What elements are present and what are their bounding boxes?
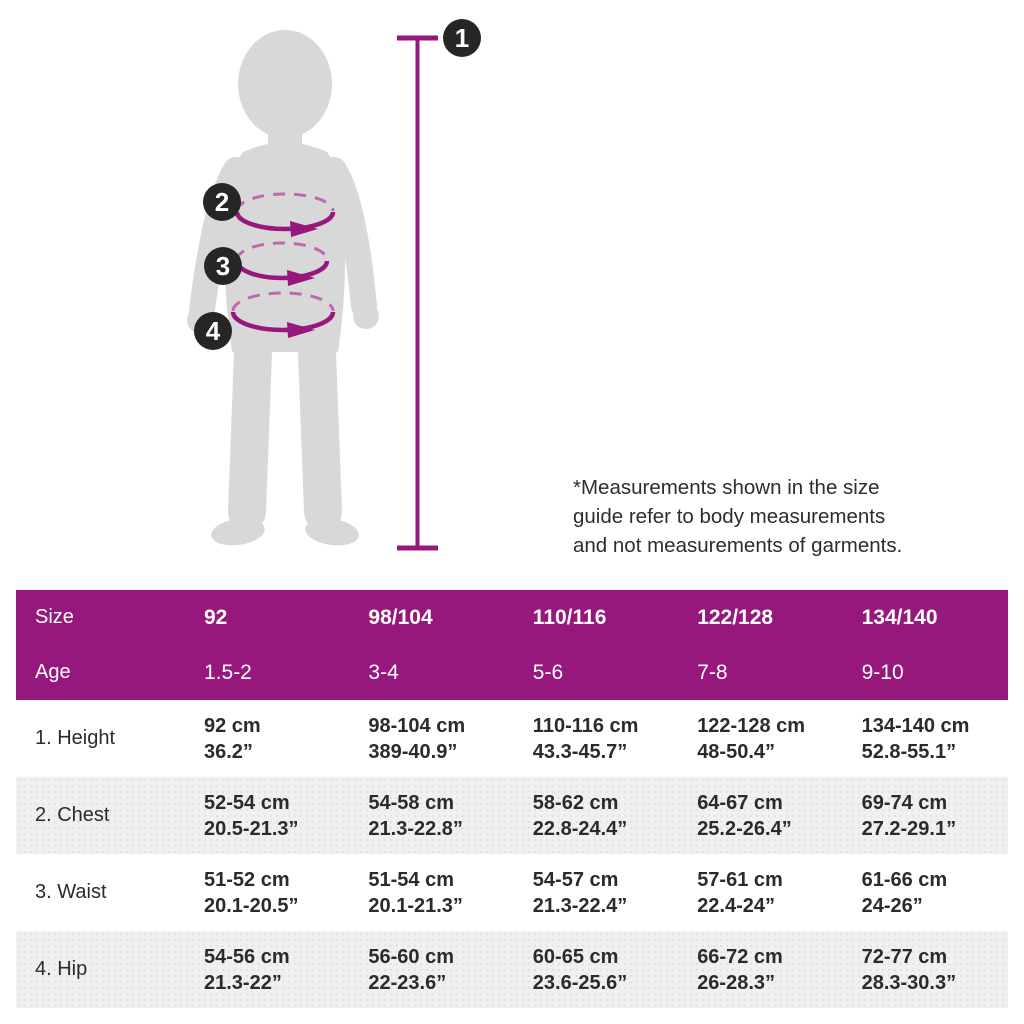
cell-cm: 54-58 cm (368, 791, 455, 814)
cell-cm: 134-140 cm (861, 714, 970, 737)
cell-cm: 60-65 cm (532, 945, 619, 968)
row-label: 4. Hip (35, 958, 88, 980)
badge-chest-number: 2 (215, 187, 229, 217)
table-row-waist: 3. Waist 51-52 cm 20.1-20.5” 51-54 cm 20.1… (16, 854, 1008, 931)
waist-arrow-icon (287, 270, 315, 286)
cell-cm: 57-61 cm (697, 868, 783, 891)
cell-in: 20.5-21.3” (204, 817, 299, 840)
cell-in: 25.2-26.4” (697, 817, 792, 840)
header-age-label: Age (35, 661, 71, 683)
cell-cm: 52-54 cm (204, 791, 290, 814)
chest-arrow-icon (290, 221, 318, 237)
table-body: 1. Height 92 cm 36.2” 98-104 cm 389-40.9” … (16, 700, 1008, 1008)
cell-cm: 92 cm (204, 714, 261, 737)
cell-in: 21.3-22.4” (532, 894, 628, 917)
table-row-chest: 2. Chest 52-54 cm 20.5-21.3” 54-58 cm 21.3… (16, 777, 1008, 854)
header-age-row: Age 1.5-2 3-4 5-6 7-8 9-10 (16, 645, 1008, 700)
disclaimer-line: and not measurements of garments. (573, 534, 903, 557)
header-size-row: Size 92 98/104 110/116 122/128 134/140 (16, 590, 1008, 645)
badge-hip-number: 4 (206, 316, 221, 346)
cell-in: 20.1-21.3” (368, 894, 463, 917)
header-size-value: 134/140 (861, 605, 938, 629)
badge-height: 1 (443, 19, 481, 57)
cell-in: 24-26” (861, 894, 923, 917)
badge-hip: 4 (194, 312, 232, 350)
cell-in: 43.3-45.7” (532, 740, 628, 763)
hip-measure-ellipse (230, 291, 336, 338)
cell-in: 22.8-24.4” (532, 817, 628, 840)
cell-cm: 56-60 cm (368, 945, 455, 968)
cell-cm: 66-72 cm (697, 945, 783, 968)
cell-in: 27.2-29.1” (861, 817, 957, 840)
header-age-value: 7-8 (697, 660, 728, 684)
disclaimer-note: *Measurements shown in the size guide re… (573, 473, 973, 560)
disclaimer-line: *Measurements shown in the size (573, 476, 880, 499)
table-header: Size 92 98/104 110/116 122/128 134/140 A… (16, 590, 1008, 700)
height-measure-line (397, 35, 438, 551)
cell-cm: 69-74 cm (861, 791, 948, 814)
header-age-value: 3-4 (368, 660, 399, 684)
badge-waist-number: 3 (216, 251, 230, 281)
cell-cm: 110-116 cm (532, 714, 639, 737)
cell-cm: 64-67 cm (697, 791, 783, 814)
cell-cm: 58-62 cm (532, 791, 619, 814)
cell-cm: 54-57 cm (532, 868, 619, 891)
cell-cm: 122-128 cm (697, 714, 806, 737)
cell-in: 22.4-24” (697, 894, 776, 917)
header-age-value: 1.5-2 (204, 660, 252, 684)
cell-in: 36.2” (204, 740, 253, 763)
cell-in: 48-50.4” (697, 740, 776, 763)
badge-height-number: 1 (455, 23, 469, 53)
cell-in: 28.3-30.3” (861, 971, 957, 994)
header-size-value: 122/128 (697, 605, 774, 629)
badge-waist: 3 (204, 247, 242, 285)
cell-cm: 51-54 cm (368, 868, 455, 891)
child-silhouette (187, 30, 379, 546)
cell-cm: 51-52 cm (204, 868, 290, 891)
cell-in: 21.3-22” (204, 971, 282, 994)
cell-in: 23.6-25.6” (532, 971, 628, 994)
row-label: 3. Waist (35, 881, 107, 903)
cell-cm: 72-77 cm (861, 945, 948, 968)
header-size-label: Size (35, 606, 74, 628)
row-label: 2. Chest (35, 804, 110, 826)
header-size-value: 98/104 (368, 605, 433, 629)
row-label: 1. Height (35, 727, 116, 749)
cell-in: 389-40.9” (368, 740, 458, 763)
header-size-value: 110/116 (532, 605, 607, 629)
header-age-value: 9-10 (861, 660, 904, 684)
body-measurement-diagram: 1 2 3 4 (187, 19, 481, 551)
badge-chest: 2 (203, 183, 241, 221)
table-row-hip: 4. Hip 54-56 cm 21.3-22” 56-60 cm 22-23.6”… (16, 931, 1008, 1008)
cell-cm: 54-56 cm (204, 945, 290, 968)
cell-in: 20.1-20.5” (204, 894, 299, 917)
cell-in: 22-23.6” (368, 971, 447, 994)
header-age-value: 5-6 (532, 660, 564, 684)
cell-in: 21.3-22.8” (368, 817, 463, 840)
cell-cm: 61-66 cm (861, 868, 948, 891)
cell-in: 26-28.3” (697, 971, 776, 994)
hip-arrow-icon (287, 322, 315, 338)
cell-cm: 98-104 cm (368, 714, 466, 737)
header-size-value: 92 (204, 605, 228, 629)
cell-in: 52.8-55.1” (861, 740, 957, 763)
disclaimer-line: guide refer to body measurements (573, 505, 886, 528)
chest-measure-ellipse (234, 192, 336, 237)
size-table: Size 92 98/104 110/116 122/128 134/140 A… (16, 590, 1008, 1008)
table-row-height: 1. Height 92 cm 36.2” 98-104 cm 389-40.9” … (16, 700, 1008, 777)
